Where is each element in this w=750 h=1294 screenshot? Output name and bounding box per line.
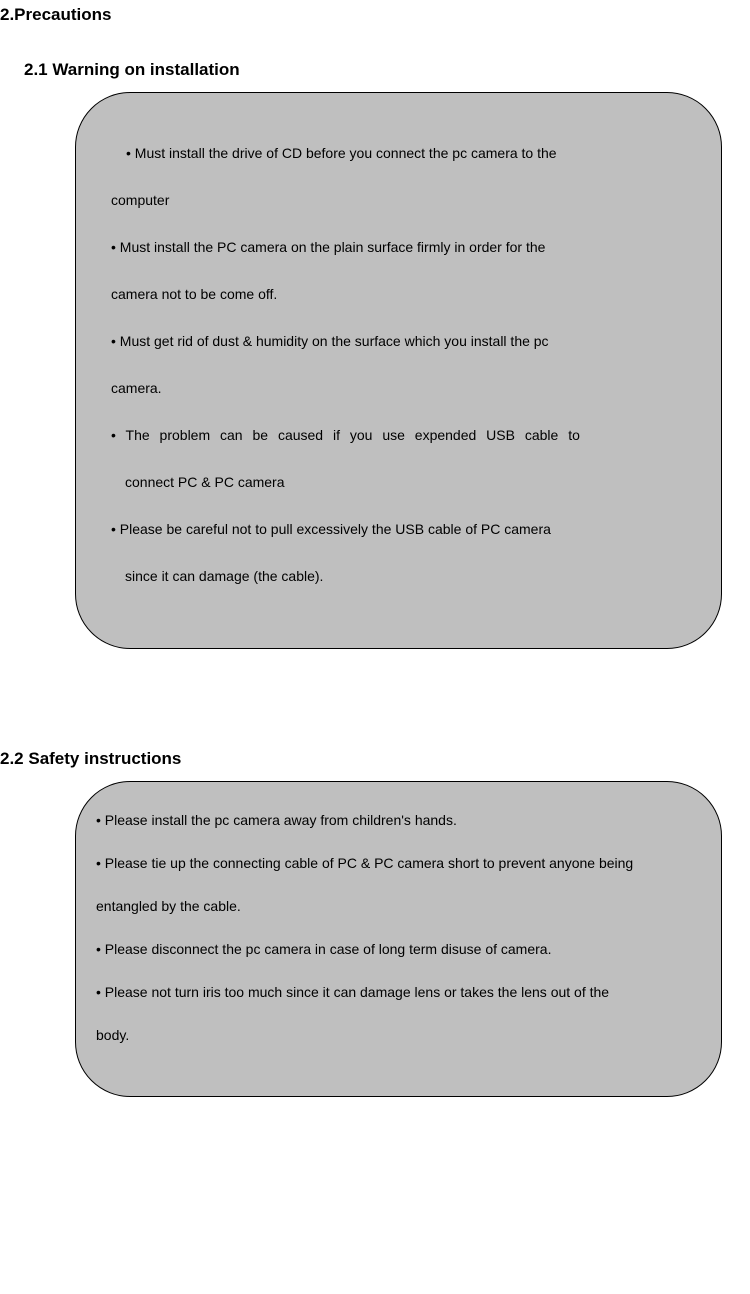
safety-item-3: • Please disconnect the pc camera in cas… <box>96 939 701 960</box>
bullet-text: • Must install the PC camera on the plai… <box>111 237 686 258</box>
safety-item-2: • Please tie up the connecting cable of … <box>96 853 701 917</box>
bullet-text: • Please disconnect the pc camera in cas… <box>96 939 701 960</box>
bullet-text: • Must install the drive of CD before yo… <box>111 143 686 164</box>
bullet-text-continuation: camera not to be come off. <box>111 284 686 305</box>
safety-box: • Please install the pc camera away from… <box>75 781 722 1097</box>
bullet-text-continuation: body. <box>96 1025 701 1046</box>
bullet-text-continuation: entangled by the cable. <box>96 896 701 917</box>
bullet-text: • Please tie up the connecting cable of … <box>96 853 701 874</box>
safety-item-4: • Please not turn iris too much since it… <box>96 982 701 1046</box>
bullet-text: • Please be careful not to pull excessiv… <box>111 519 686 540</box>
warning-item-1: • Must install the drive of CD before yo… <box>111 143 686 211</box>
bullet-text-continuation: since it can damage (the cable). <box>111 566 686 587</box>
warning-item-4: • The problem can be caused if you use e… <box>111 425 686 493</box>
bullet-text: • Must get rid of dust & humidity on the… <box>111 331 686 352</box>
warning-item-3: • Must get rid of dust & humidity on the… <box>111 331 686 399</box>
spacer <box>0 719 750 749</box>
warning-item-5: • Please be careful not to pull excessiv… <box>111 519 686 587</box>
warning-item-2: • Must install the PC camera on the plai… <box>111 237 686 305</box>
bullet-text-continuation: camera. <box>111 378 686 399</box>
bullet-text-continuation: connect PC & PC camera <box>111 472 686 493</box>
section-1-title: 2.1 Warning on installation <box>24 60 750 80</box>
warning-box: • Must install the drive of CD before yo… <box>75 92 722 649</box>
bullet-text-continuation: computer <box>111 190 686 211</box>
safety-item-1: • Please install the pc camera away from… <box>96 810 701 831</box>
bullet-text: • The problem can be caused if you use e… <box>111 425 686 446</box>
bullet-text: • Please not turn iris too much since it… <box>96 982 701 1003</box>
main-heading: 2.Precautions <box>0 5 750 25</box>
bullet-text: • Please install the pc camera away from… <box>96 810 701 831</box>
section-2-title: 2.2 Safety instructions <box>0 749 750 769</box>
